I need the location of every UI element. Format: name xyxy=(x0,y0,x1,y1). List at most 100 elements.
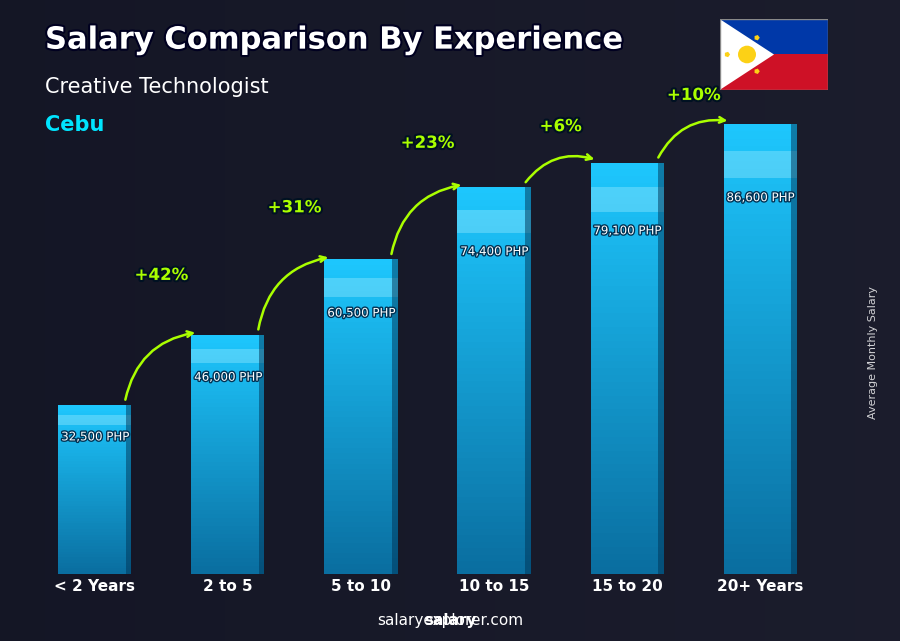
Bar xyxy=(192,498,265,503)
Bar xyxy=(658,163,663,574)
Bar xyxy=(58,532,131,535)
Bar xyxy=(457,465,531,471)
Bar xyxy=(324,349,398,354)
Bar xyxy=(457,348,531,354)
Bar xyxy=(192,510,265,514)
Text: Cebu: Cebu xyxy=(45,115,104,135)
Bar xyxy=(457,265,531,271)
Bar xyxy=(58,458,131,462)
Bar xyxy=(324,527,398,532)
Bar xyxy=(457,251,531,258)
Bar xyxy=(590,458,663,464)
Bar xyxy=(58,413,131,416)
Bar xyxy=(324,296,398,301)
Bar xyxy=(457,200,531,206)
Bar xyxy=(590,190,663,197)
Polygon shape xyxy=(754,69,760,74)
Bar xyxy=(724,244,796,251)
Bar xyxy=(58,512,131,515)
Bar xyxy=(457,510,531,516)
Bar xyxy=(324,328,398,333)
Bar xyxy=(457,451,531,458)
Bar xyxy=(58,523,131,526)
Bar xyxy=(324,401,398,406)
Bar xyxy=(58,526,131,529)
Bar xyxy=(192,554,265,558)
Bar xyxy=(58,569,131,571)
Bar xyxy=(192,542,265,546)
Text: 74,400 PHP: 74,400 PHP xyxy=(460,245,527,258)
Bar xyxy=(724,138,796,146)
Bar xyxy=(324,375,398,380)
Bar xyxy=(457,322,531,329)
Bar xyxy=(58,430,131,433)
Bar xyxy=(58,415,131,425)
Bar xyxy=(724,356,796,364)
Bar xyxy=(192,462,265,467)
Bar xyxy=(590,211,663,217)
Bar xyxy=(192,474,265,478)
Bar xyxy=(457,232,531,238)
Bar xyxy=(192,335,265,338)
Bar xyxy=(590,306,663,313)
Bar xyxy=(324,433,398,438)
Bar xyxy=(192,446,265,451)
Bar xyxy=(590,471,663,478)
Bar xyxy=(724,387,796,394)
Bar xyxy=(457,445,531,451)
Bar xyxy=(457,206,531,213)
Bar xyxy=(724,544,796,551)
Bar xyxy=(192,451,265,454)
Bar xyxy=(724,259,796,266)
Bar xyxy=(324,427,398,433)
Bar xyxy=(58,422,131,425)
Bar xyxy=(590,313,663,320)
Bar xyxy=(192,514,265,518)
Bar xyxy=(58,557,131,560)
Bar xyxy=(724,213,796,221)
Bar xyxy=(724,169,796,176)
Bar xyxy=(58,551,131,554)
Text: 60,500 PHP: 60,500 PHP xyxy=(328,306,394,320)
Bar xyxy=(324,443,398,448)
Bar xyxy=(324,490,398,495)
Bar xyxy=(324,291,398,296)
Bar xyxy=(590,187,663,212)
Bar xyxy=(590,478,663,485)
Bar xyxy=(192,454,265,458)
Bar xyxy=(324,317,398,322)
Bar xyxy=(192,442,265,446)
Bar xyxy=(457,406,531,413)
Bar xyxy=(192,354,265,359)
Bar xyxy=(590,354,663,362)
Bar xyxy=(58,408,131,411)
Bar xyxy=(324,322,398,328)
Bar xyxy=(457,542,531,548)
Bar xyxy=(192,467,265,470)
Bar xyxy=(192,490,265,494)
Bar xyxy=(724,394,796,401)
Bar xyxy=(724,454,796,462)
Bar xyxy=(324,265,398,270)
Bar xyxy=(324,548,398,553)
Bar xyxy=(192,538,265,542)
Bar xyxy=(324,511,398,517)
Bar xyxy=(58,411,131,413)
Bar xyxy=(724,476,796,484)
Bar xyxy=(192,363,265,367)
Bar xyxy=(324,390,398,395)
Bar xyxy=(724,446,796,454)
Bar xyxy=(724,462,796,469)
Bar xyxy=(58,490,131,492)
Bar xyxy=(192,458,265,462)
Bar xyxy=(590,492,663,499)
Bar xyxy=(324,448,398,453)
Bar xyxy=(724,492,796,499)
Bar xyxy=(324,459,398,464)
Bar xyxy=(724,334,796,341)
Bar xyxy=(457,303,531,310)
Bar xyxy=(324,344,398,349)
Bar xyxy=(192,415,265,419)
Bar xyxy=(192,487,265,490)
Bar xyxy=(457,438,531,445)
